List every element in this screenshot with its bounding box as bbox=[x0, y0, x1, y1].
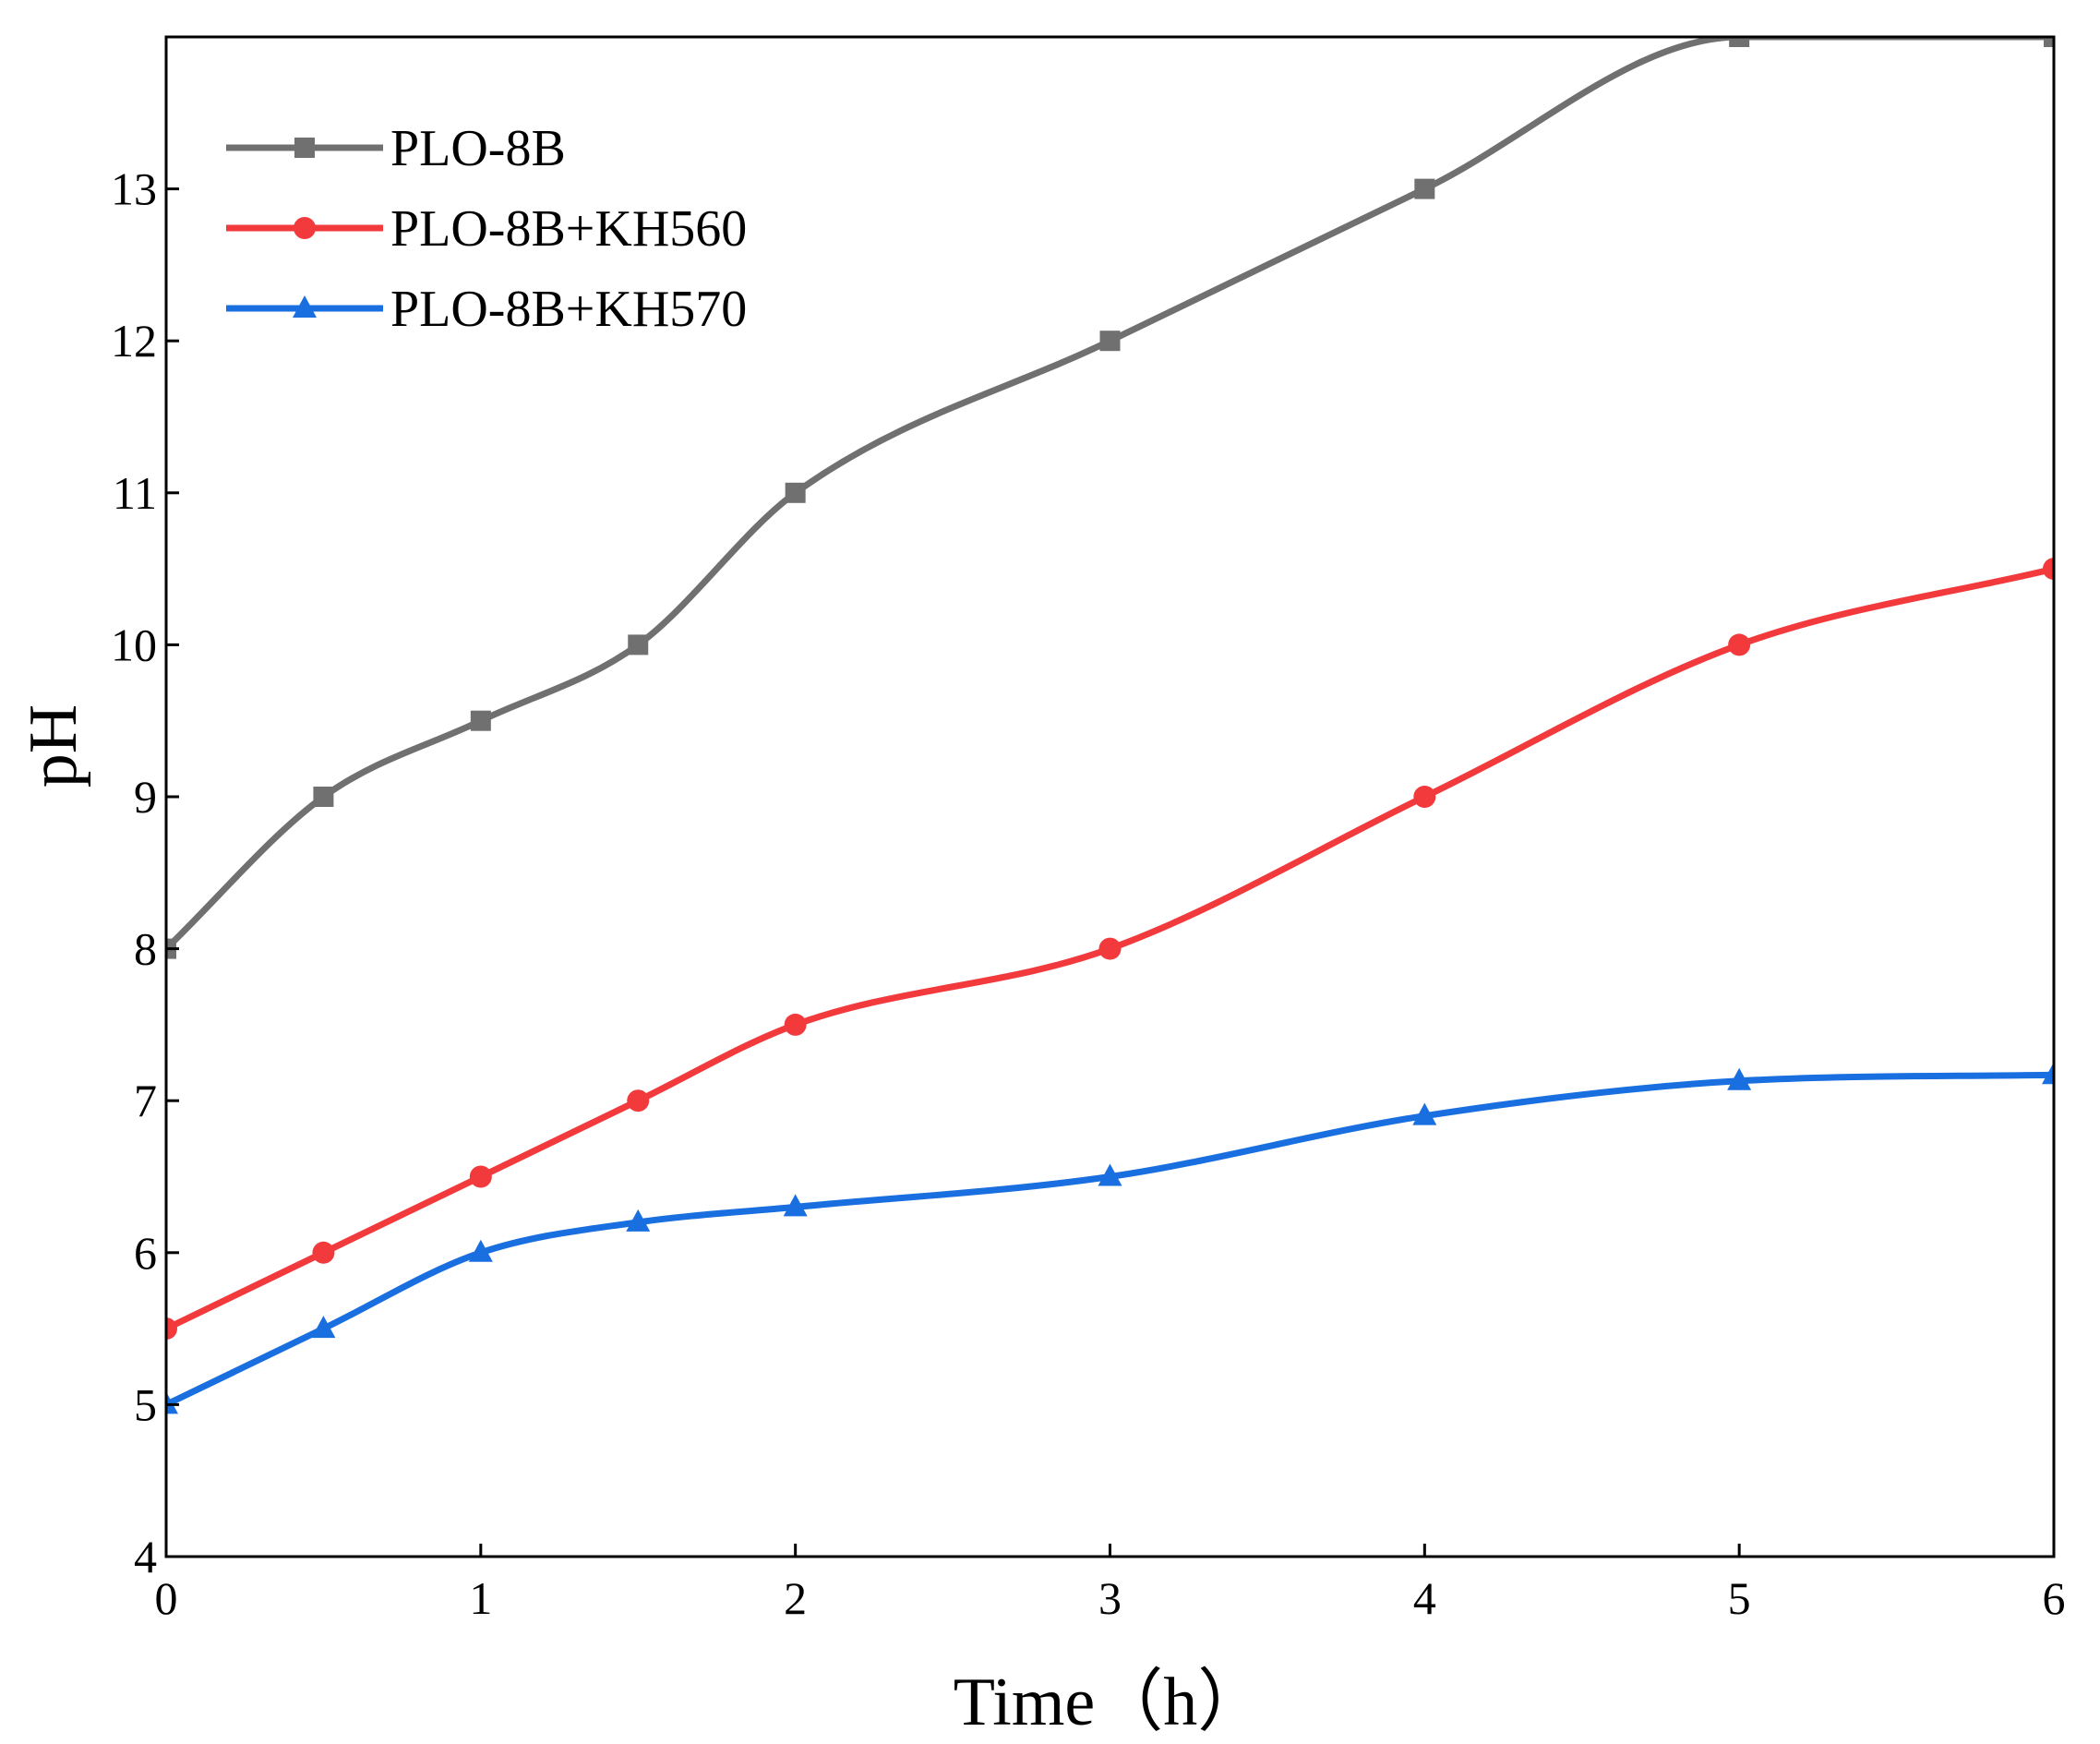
data-point bbox=[312, 1241, 335, 1264]
data-point bbox=[785, 482, 806, 503]
data-point bbox=[626, 1209, 651, 1232]
data-point bbox=[784, 1013, 807, 1036]
data-point bbox=[313, 787, 334, 807]
y-tick-label: 9 bbox=[134, 771, 157, 823]
legend-label: PLO-8B bbox=[390, 120, 566, 177]
data-point bbox=[628, 634, 649, 656]
legend-marker bbox=[294, 217, 316, 239]
data-point bbox=[470, 710, 491, 731]
x-tick-label: 6 bbox=[2043, 1572, 2066, 1624]
y-axis-title: pH bbox=[16, 704, 91, 788]
data-point bbox=[783, 1194, 808, 1217]
data-point bbox=[1729, 37, 1750, 47]
series-line bbox=[166, 37, 2054, 952]
data-point bbox=[2043, 558, 2054, 581]
data-point bbox=[311, 1316, 336, 1339]
legend-marker bbox=[293, 295, 317, 318]
series-3 bbox=[166, 1062, 2054, 1414]
legend-marker bbox=[294, 138, 315, 158]
data-point bbox=[1098, 1163, 1122, 1186]
data-point bbox=[1412, 1102, 1437, 1125]
data-point bbox=[627, 1089, 650, 1113]
y-tick-label: 11 bbox=[113, 467, 157, 519]
series-2 bbox=[166, 558, 2054, 1341]
data-point bbox=[166, 1391, 178, 1414]
y-tick-label: 4 bbox=[134, 1531, 157, 1582]
legend-label: PLO-8B+KH560 bbox=[390, 200, 747, 258]
data-point bbox=[469, 1165, 492, 1188]
data-point bbox=[2044, 37, 2054, 47]
x-tick-label: 1 bbox=[469, 1572, 492, 1624]
x-tick-label: 5 bbox=[1728, 1572, 1751, 1624]
x-tick-label: 0 bbox=[155, 1572, 178, 1624]
legend-item: PLO-8B bbox=[226, 120, 566, 177]
data-point bbox=[1413, 786, 1436, 808]
legend-label: PLO-8B+KH570 bbox=[390, 281, 747, 338]
y-tick-label: 13 bbox=[111, 163, 157, 215]
series-line bbox=[166, 565, 2054, 1332]
legend: PLO-8B PLO-8B+KH560 PLO-8B+KH570 bbox=[226, 120, 747, 338]
data-point bbox=[166, 1317, 177, 1341]
y-tick-label: 12 bbox=[111, 315, 157, 367]
data-point bbox=[1098, 937, 1122, 960]
y-tick-label: 10 bbox=[111, 619, 157, 670]
data-point bbox=[2042, 1062, 2054, 1085]
x-tick-label: 2 bbox=[784, 1572, 807, 1624]
x-tick-label: 4 bbox=[1413, 1572, 1436, 1624]
legend-item: PLO-8B+KH570 bbox=[226, 281, 747, 338]
series-layer bbox=[166, 37, 2054, 1414]
data-point bbox=[468, 1239, 493, 1262]
y-tick-label: 5 bbox=[134, 1378, 157, 1430]
x-axis-title: Time（h） bbox=[954, 1665, 1266, 1740]
plot-frame bbox=[164, 35, 2056, 1558]
data-point bbox=[1099, 331, 1121, 352]
data-point bbox=[1728, 633, 1751, 656]
data-point bbox=[1727, 1067, 1752, 1090]
y-tick-label: 8 bbox=[134, 923, 157, 975]
y-tick-label: 6 bbox=[134, 1227, 157, 1279]
data-point bbox=[1414, 178, 1435, 199]
legend-item: PLO-8B+KH560 bbox=[226, 200, 747, 258]
series-line bbox=[166, 1071, 2054, 1408]
y-tick-label: 7 bbox=[134, 1075, 157, 1126]
x-tick-label: 3 bbox=[1098, 1572, 1122, 1624]
